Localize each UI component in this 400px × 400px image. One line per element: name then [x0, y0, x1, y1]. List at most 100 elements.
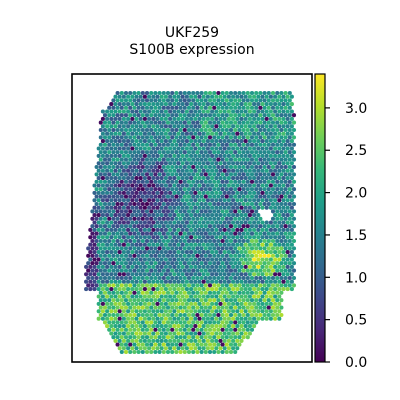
spot [180, 168, 185, 173]
spot [136, 305, 141, 310]
spot [115, 327, 120, 332]
spot [289, 213, 294, 218]
spot [210, 272, 215, 277]
spot [214, 102, 219, 107]
spot [235, 146, 240, 151]
spot [170, 238, 175, 244]
spot [239, 146, 244, 151]
spot [102, 275, 108, 281]
spot [220, 335, 225, 340]
spot [226, 272, 231, 277]
spot [216, 298, 221, 303]
spot [132, 320, 137, 325]
spot [218, 287, 223, 292]
spot [268, 220, 273, 225]
spot [119, 194, 124, 199]
spot [241, 179, 246, 184]
spot [161, 327, 166, 332]
spot [199, 290, 204, 295]
colorbar-tick-label: 1.0 [345, 270, 367, 286]
spot [245, 90, 250, 96]
spot [203, 216, 208, 221]
spot [279, 305, 284, 310]
spot [96, 272, 101, 277]
spot [256, 220, 261, 225]
spot [134, 257, 139, 262]
spot [165, 135, 171, 140]
spot [283, 209, 288, 214]
spot [159, 301, 164, 306]
spot [291, 127, 297, 133]
spot [228, 349, 234, 355]
spot [197, 139, 202, 144]
spot [138, 183, 143, 188]
spot [218, 176, 223, 181]
spot [291, 113, 297, 118]
spot [174, 290, 179, 295]
spot [153, 179, 158, 184]
spot [203, 231, 208, 236]
spot [109, 242, 114, 247]
spot [207, 298, 213, 303]
spot [201, 324, 206, 329]
spot [279, 113, 284, 118]
spot [287, 120, 292, 125]
spot [142, 287, 147, 292]
spot [136, 150, 141, 155]
spot [237, 135, 242, 140]
spot [161, 157, 166, 162]
spot [149, 298, 154, 303]
spot [256, 235, 261, 240]
spot [121, 176, 126, 181]
spot [231, 346, 236, 351]
spot [157, 157, 162, 162]
spot [161, 253, 166, 258]
spot [109, 227, 114, 232]
spot [199, 135, 204, 140]
spot [291, 209, 297, 214]
spot [199, 105, 204, 110]
spot [163, 331, 168, 336]
spot [165, 342, 171, 347]
spot [249, 224, 255, 229]
spot [237, 253, 242, 258]
spot [260, 272, 265, 277]
spot [119, 268, 124, 273]
spot [289, 272, 294, 277]
spot [170, 172, 175, 177]
spot [170, 342, 175, 347]
spot [289, 116, 294, 121]
spot [170, 142, 175, 147]
spot [239, 287, 244, 292]
spot [247, 102, 252, 107]
spot [100, 205, 105, 210]
spot [113, 257, 118, 262]
spot [155, 146, 160, 151]
spot [128, 194, 133, 199]
spot [90, 253, 95, 258]
spot [262, 298, 267, 303]
spot [184, 183, 189, 188]
spot [214, 213, 219, 218]
spot [249, 268, 255, 273]
spot [256, 116, 261, 121]
spot [153, 127, 158, 133]
spot [107, 179, 112, 184]
spot [283, 135, 288, 140]
spot [126, 250, 131, 255]
spot [100, 168, 105, 173]
spot [205, 176, 210, 181]
spot [105, 272, 110, 277]
spot [195, 194, 200, 199]
spot [264, 279, 269, 284]
spot [214, 242, 219, 247]
spot [130, 338, 135, 343]
spot [155, 294, 160, 299]
spot [109, 183, 114, 188]
spot [279, 298, 284, 303]
spot [277, 190, 282, 195]
spot [151, 346, 156, 351]
spot [172, 213, 177, 218]
spot [199, 216, 204, 221]
spot [243, 168, 248, 173]
